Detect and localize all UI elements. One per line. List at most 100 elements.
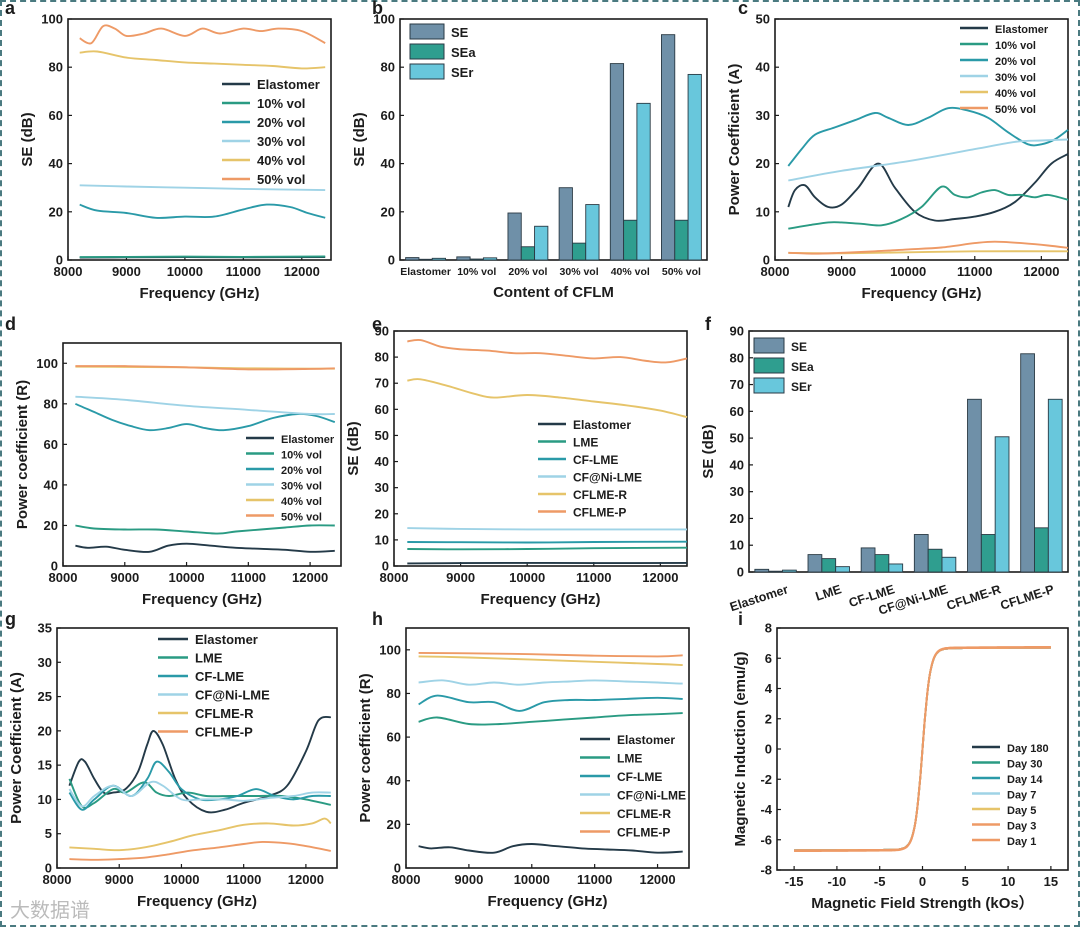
plot-frame (67, 18, 332, 261)
x-tick-label: 8000 (392, 872, 421, 887)
y-tick-label: 80 (375, 350, 389, 365)
series-line (79, 50, 326, 70)
bar (874, 554, 890, 573)
legend-label: 20% vol (281, 465, 322, 477)
bar (585, 204, 600, 261)
y-tick-label: 0 (737, 565, 744, 580)
bar (782, 569, 797, 573)
x-tick-label: 12000 (284, 264, 320, 279)
series-line (418, 655, 683, 667)
series-line (788, 185, 1069, 230)
bar (661, 34, 676, 261)
x-tick-label: 12000 (292, 570, 328, 585)
y-axis-label: Power Coefficient (A) (726, 64, 743, 216)
x-tick-label: 9000 (110, 570, 139, 585)
y-tick-label: 0 (388, 253, 395, 268)
bar (1020, 353, 1035, 573)
y-axis-label: SE (dB) (345, 421, 362, 475)
y-tick-label: 40 (730, 457, 744, 472)
panel-i: i -8 -6 -4 -2 0 2 4 6 8 -15 -10 -5 0 5 10 15 Magnetic Fie… (732, 609, 1069, 912)
bar (980, 534, 996, 573)
x-tick-label: 8000 (761, 264, 790, 279)
y-tick-label: 30 (756, 108, 770, 123)
legend-swatch (409, 63, 445, 80)
series-line (75, 542, 335, 553)
legend-label: CF-LME (617, 770, 662, 784)
y-tick-label: 40 (375, 454, 389, 469)
legend-label: CF@Ni-LME (195, 688, 270, 703)
y-tick-label: 50 (375, 428, 389, 443)
category-label: 50% vol (662, 266, 701, 278)
series-line (787, 106, 1069, 167)
bar (807, 554, 823, 573)
series-line (79, 184, 326, 192)
category-label: 20% vol (508, 266, 547, 278)
y-tick-label: 60 (730, 404, 744, 419)
x-tick-label: 10000 (514, 872, 550, 887)
y-tick-label: 10 (730, 538, 744, 553)
bar (674, 219, 689, 261)
legend-label: LME (195, 651, 223, 666)
series-line (407, 540, 688, 544)
x-tick-label: 10000 (163, 872, 199, 887)
legend-label: 40% vol (995, 88, 1036, 100)
y-tick-label: 40 (387, 773, 401, 788)
legend-label: CFLME-R (573, 488, 627, 502)
legend-label: Day 3 (1007, 821, 1036, 833)
legend-label: 40% vol (281, 496, 322, 508)
legend-label: 10% vol (257, 96, 305, 111)
series-line (407, 527, 687, 531)
legend-label: CF@Ni-LME (573, 471, 642, 485)
series-line (788, 138, 1069, 182)
legend-label: 50% vol (995, 104, 1036, 116)
x-tick-label: 5 (962, 874, 969, 889)
panel-label: c (738, 0, 748, 18)
legend-label: SEr (791, 380, 812, 394)
panel-label: e (372, 314, 382, 334)
series-line (407, 378, 688, 419)
bar (835, 566, 850, 573)
y-tick-label: -2 (760, 772, 772, 787)
plot-frame (393, 330, 688, 567)
panel-label: g (5, 609, 16, 629)
legend-label: SEr (451, 65, 473, 80)
y-tick-label: 10 (38, 792, 52, 807)
legend-label: LME (617, 752, 642, 766)
y-tick-label: 20 (730, 511, 744, 526)
legend-label: CFLME-R (617, 807, 671, 821)
bar (558, 187, 573, 261)
bar (1047, 398, 1063, 573)
panel-label: b (372, 0, 383, 18)
panel-e: e 0 10 20 30 40 50 60 70 80 90 8000 9000 10000 11000 12… (345, 314, 688, 608)
y-tick-label: 0 (763, 253, 770, 268)
series-line (69, 840, 331, 861)
bar (534, 225, 549, 261)
x-tick-label: 9000 (446, 570, 475, 585)
x-tick-label: 10 (1001, 874, 1015, 889)
x-axis-label: Frequency (GHz) (142, 591, 262, 608)
series-line (69, 817, 332, 852)
x-tick-label: 12000 (642, 570, 678, 585)
x-tick-label: 10000 (168, 570, 204, 585)
legend-label: 40% vol (257, 153, 305, 168)
bar (623, 219, 638, 261)
bar (636, 102, 651, 261)
x-tick-label: 9000 (827, 264, 856, 279)
y-tick-label: 90 (375, 324, 389, 339)
x-tick-label: 12000 (1023, 264, 1059, 279)
legend-label: SEa (451, 45, 476, 60)
y-tick-label: 10 (375, 532, 389, 547)
series-line (407, 561, 688, 565)
y-tick-label: 60 (387, 730, 401, 745)
legend-label: 10% vol (995, 40, 1036, 52)
y-tick-label: 50 (756, 12, 770, 27)
y-axis-label: SE (dB) (700, 424, 717, 478)
panel-d: d 0 20 40 60 80 100 8000 9000 10000 11000 12000 Freq… (5, 314, 342, 608)
bar (469, 258, 484, 261)
x-tick-label: 12000 (288, 872, 324, 887)
bar (1034, 527, 1049, 573)
x-tick-label: 9000 (112, 264, 141, 279)
y-tick-label: 60 (49, 108, 63, 123)
